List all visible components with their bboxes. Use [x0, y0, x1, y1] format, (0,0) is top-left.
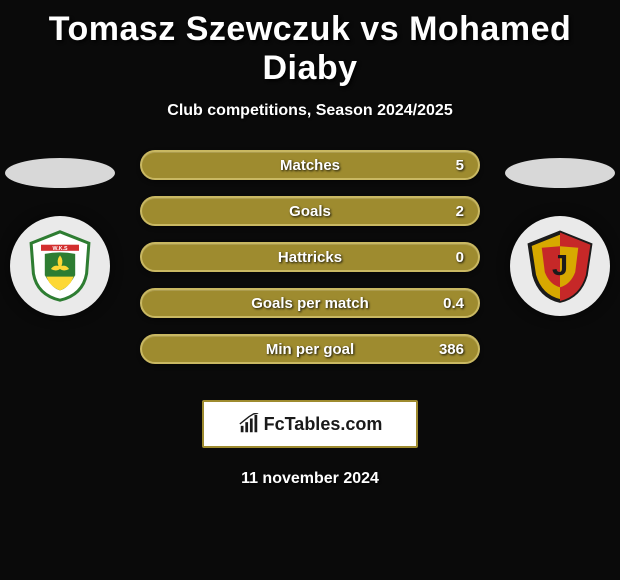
- comparison-panel: W.K.S J Matches 5 Goals 2: [0, 150, 620, 390]
- stat-label: Goals: [289, 203, 331, 220]
- left-player-oval: [5, 158, 115, 188]
- right-club-badge: J: [510, 216, 610, 316]
- stat-value: 2: [456, 203, 464, 220]
- chart-icon: [238, 413, 260, 435]
- date-text: 11 november 2024: [0, 470, 620, 488]
- stat-bar-goals-per-match: Goals per match 0.4: [140, 288, 480, 318]
- brand-text: FcTables.com: [264, 414, 383, 435]
- slask-wroclaw-crest-icon: W.K.S: [22, 228, 98, 304]
- stat-bar-goals: Goals 2: [140, 196, 480, 226]
- brand-box[interactable]: FcTables.com: [202, 400, 418, 448]
- subtitle: Club competitions, Season 2024/2025: [0, 102, 620, 120]
- svg-text:W.K.S: W.K.S: [52, 246, 68, 252]
- stat-bar-min-per-goal: Min per goal 386: [140, 334, 480, 364]
- stat-bars: Matches 5 Goals 2 Hattricks 0 Goals per …: [140, 150, 480, 380]
- stat-value: 5: [456, 157, 464, 174]
- left-player-column: W.K.S: [0, 150, 120, 316]
- stat-label: Goals per match: [251, 295, 369, 312]
- stat-bar-hattricks: Hattricks 0: [140, 242, 480, 272]
- right-player-oval: [505, 158, 615, 188]
- stat-value: 386: [439, 341, 464, 358]
- stat-label: Matches: [280, 157, 340, 174]
- stat-value: 0: [456, 249, 464, 266]
- right-player-column: J: [500, 150, 620, 316]
- stat-value: 0.4: [443, 295, 464, 312]
- svg-text:J: J: [552, 250, 568, 282]
- stat-bar-matches: Matches 5: [140, 150, 480, 180]
- stat-label: Min per goal: [266, 341, 354, 358]
- jagiellonia-crest-icon: J: [522, 228, 598, 304]
- page-title: Tomasz Szewczuk vs Mohamed Diaby: [0, 0, 620, 88]
- left-club-badge: W.K.S: [10, 216, 110, 316]
- stat-label: Hattricks: [278, 249, 342, 266]
